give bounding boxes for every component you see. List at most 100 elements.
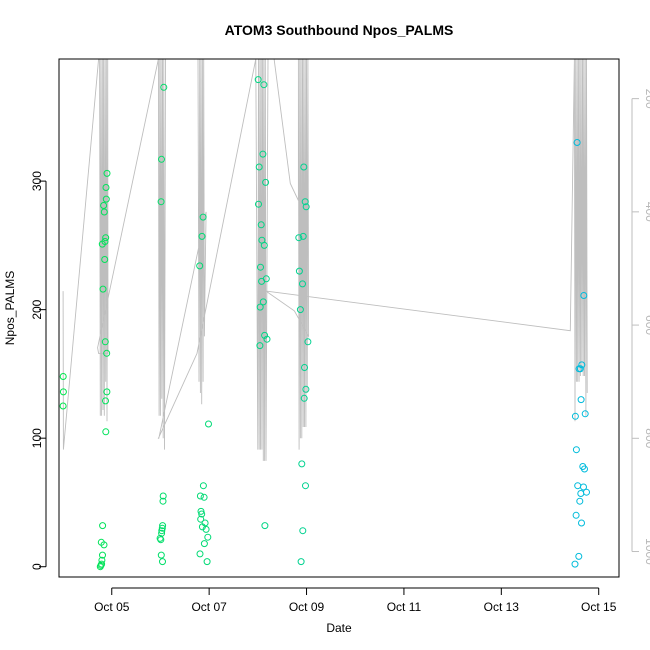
secondary-y-tick-label: 800	[643, 428, 650, 448]
data-point	[159, 497, 167, 505]
data-point	[158, 527, 166, 535]
plot-clip-group	[59, 59, 590, 571]
data-point	[159, 492, 167, 500]
data-point	[256, 342, 264, 350]
data-point	[201, 519, 209, 527]
data-point	[98, 560, 106, 568]
secondary-y-tick-label: 200	[643, 89, 650, 109]
data-point	[103, 169, 111, 177]
data-point	[199, 482, 207, 490]
data-point	[300, 163, 308, 171]
x-tick-label: Oct 09	[289, 600, 325, 614]
data-point	[202, 525, 210, 533]
data-point	[203, 558, 211, 566]
x-tick-label: Oct 15	[581, 600, 617, 614]
data-point	[158, 524, 166, 532]
data-point	[578, 519, 585, 527]
plot-area: Oct 05 Oct 07 Oct 09 Oct 11 Oct 13 Oct 15 0 100…	[30, 58, 650, 614]
data-point	[157, 551, 165, 559]
data-point	[204, 533, 212, 541]
data-point	[295, 267, 303, 275]
x-tick-label: Oct 13	[484, 600, 520, 614]
data-point	[198, 232, 206, 240]
data-point	[158, 529, 166, 537]
data-point	[577, 396, 585, 404]
data-point	[100, 208, 108, 216]
y-axis-label: Npos_PALMS	[3, 271, 17, 345]
data-point	[157, 198, 165, 206]
data-point	[302, 385, 310, 393]
data-point	[197, 515, 205, 523]
data-point	[159, 558, 166, 566]
data-point	[576, 497, 584, 505]
secondary-y-tick-label: 400	[643, 202, 650, 222]
data-point	[259, 150, 267, 158]
data-point	[254, 76, 262, 84]
data-point	[261, 331, 269, 339]
data-point	[304, 338, 312, 346]
data-point	[572, 446, 580, 454]
data-point	[59, 373, 67, 380]
data-point	[301, 198, 309, 206]
data-point	[257, 221, 265, 229]
x-tick-label: Oct 07	[191, 600, 227, 614]
data-point	[160, 83, 168, 91]
data-point	[257, 263, 264, 271]
data-point	[200, 493, 208, 501]
secondary-y-tick-label: 600	[643, 315, 650, 335]
data-point	[205, 420, 212, 428]
data-point	[100, 541, 108, 549]
data-point	[196, 262, 204, 270]
data-point	[259, 298, 267, 306]
plot-border	[58, 58, 620, 578]
x-tick-label: Oct 11	[387, 600, 422, 614]
data-point	[578, 361, 586, 369]
data-point	[102, 184, 110, 191]
data-point	[577, 490, 585, 497]
data-point	[99, 551, 106, 559]
data-point	[99, 522, 107, 530]
data-point	[581, 465, 588, 473]
data-point	[102, 234, 110, 242]
data-point	[580, 292, 588, 299]
data-point	[581, 410, 589, 418]
y-tick-label: 300	[30, 171, 44, 191]
data-point	[302, 203, 310, 211]
secondary-series-line	[62, 59, 588, 461]
data-point	[199, 213, 207, 221]
y-tick-label: 0	[30, 563, 44, 570]
data-point	[260, 241, 268, 249]
data-point	[573, 139, 581, 146]
data-point	[297, 558, 305, 566]
data-point	[263, 335, 271, 343]
data-point	[571, 560, 579, 568]
data-point	[576, 365, 584, 373]
data-point	[300, 394, 308, 402]
data-point	[256, 303, 264, 311]
data-point	[59, 402, 67, 410]
data-point	[261, 522, 269, 530]
data-point	[574, 482, 582, 490]
data-point	[260, 81, 268, 89]
data-point	[295, 234, 303, 242]
data-point	[255, 200, 262, 208]
x-tick-label: Oct 05	[94, 600, 130, 614]
data-point	[101, 256, 109, 263]
data-point	[262, 275, 270, 283]
data-point	[575, 552, 583, 560]
x-axis-label: Date	[326, 621, 352, 635]
data-point	[103, 388, 111, 396]
data-point	[298, 460, 306, 468]
data-point	[59, 388, 67, 396]
data-point	[100, 202, 108, 209]
data-point	[580, 483, 587, 491]
data-point	[302, 482, 309, 490]
data-point	[196, 550, 204, 558]
data-point	[571, 412, 579, 420]
secondary-y-tick-label: 1000	[643, 538, 650, 565]
data-point	[103, 349, 111, 357]
data-point	[98, 556, 106, 564]
data-point	[99, 285, 107, 293]
y-tick-label: 200	[30, 299, 44, 319]
